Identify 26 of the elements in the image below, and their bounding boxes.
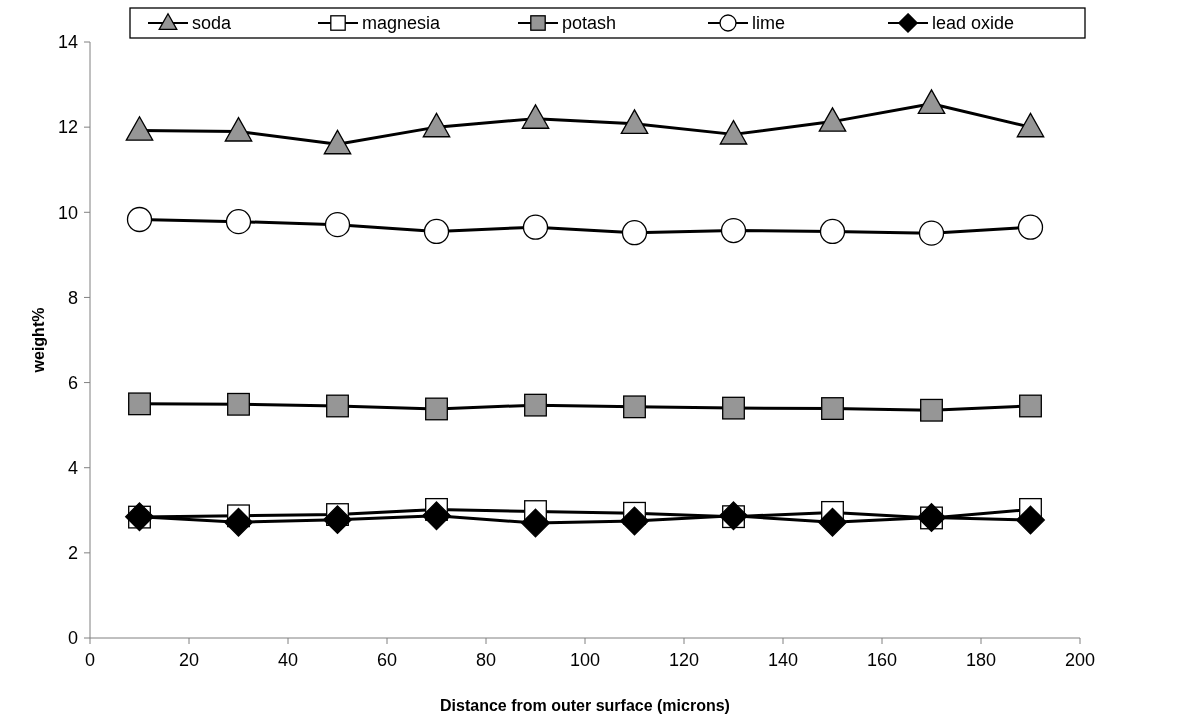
legend-label: potash bbox=[562, 13, 617, 34]
legend-label: lead oxide bbox=[932, 13, 1015, 34]
y-tick-label: 4 bbox=[67, 458, 78, 479]
x-tick-label: 20 bbox=[178, 650, 200, 670]
legend-label: lime bbox=[752, 13, 786, 34]
x-tick-label: 0 bbox=[84, 650, 96, 670]
x-tick-label: 200 bbox=[1064, 650, 1096, 670]
x-tick-label: 60 bbox=[376, 650, 398, 670]
x-tick-label: 120 bbox=[668, 650, 700, 670]
x-tick-label: 100 bbox=[569, 650, 601, 670]
y-tick-label: 2 bbox=[67, 543, 78, 564]
y-tick-label: 8 bbox=[67, 287, 78, 308]
x-tick-label: 40 bbox=[277, 650, 299, 670]
x-tick-label: 160 bbox=[866, 650, 898, 670]
x-tick-label: 80 bbox=[475, 650, 497, 670]
y-axis-title: weight% bbox=[30, 307, 47, 374]
x-tick-label: 140 bbox=[767, 650, 799, 670]
x-axis-title: Distance from outer surface (microns) bbox=[440, 697, 730, 714]
y-tick-label: 0 bbox=[67, 628, 78, 649]
y-tick-label: 6 bbox=[67, 372, 78, 393]
legend-label: soda bbox=[192, 13, 233, 34]
legend-label: magnesia bbox=[362, 13, 442, 34]
y-tick-label: 12 bbox=[57, 117, 78, 138]
y-tick-label: 14 bbox=[57, 32, 78, 53]
x-tick-label: 180 bbox=[965, 650, 997, 670]
y-tick-label: 10 bbox=[57, 202, 78, 223]
